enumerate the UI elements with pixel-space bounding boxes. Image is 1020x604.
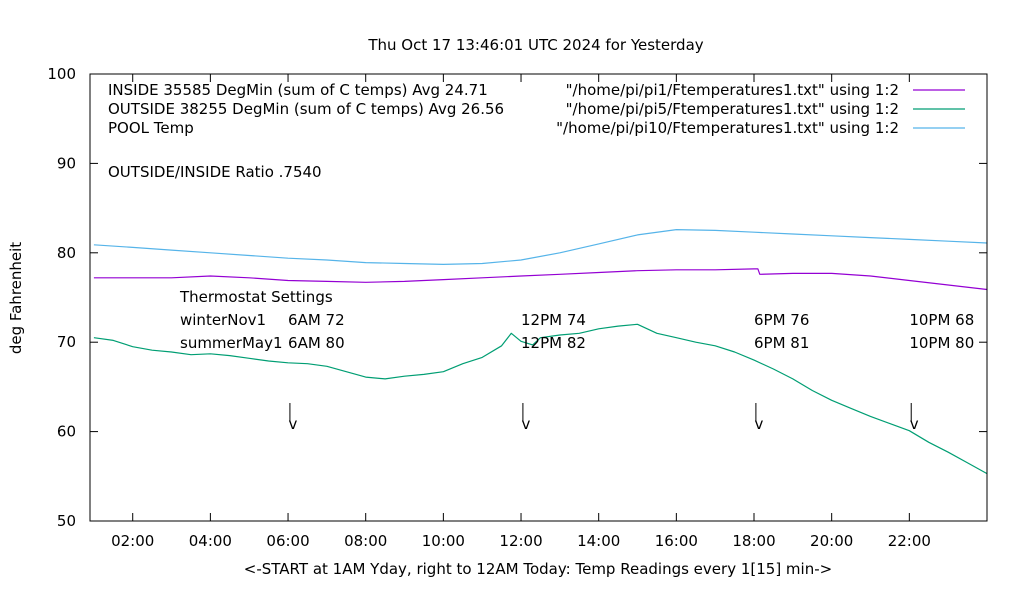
thermostat-setting: 6AM 72 bbox=[288, 311, 345, 329]
y-axis-label: deg Fahrenheit bbox=[7, 242, 25, 354]
ratio-annotation: OUTSIDE/INSIDE Ratio .7540 bbox=[108, 163, 322, 181]
arrow-marker: v bbox=[288, 415, 297, 433]
arrow-marker: v bbox=[521, 415, 530, 433]
legend-entry-name: OUTSIDE 38255 DegMin (sum of C temps) Av… bbox=[108, 100, 504, 118]
thermostat-setting: 10PM 80 bbox=[909, 334, 974, 352]
arrow-marker: v bbox=[910, 415, 919, 433]
y-tick-label: 60 bbox=[57, 423, 76, 441]
x-tick-label: 14:00 bbox=[577, 532, 620, 550]
legend-entry-source: "/home/pi/pi10/Ftemperatures1.txt" using… bbox=[556, 119, 899, 137]
x-tick-label: 04:00 bbox=[189, 532, 232, 550]
thermostat-title: Thermostat Settings bbox=[179, 288, 333, 306]
y-tick-label: 70 bbox=[57, 333, 76, 351]
x-tick-label: 22:00 bbox=[888, 532, 931, 550]
thermostat-setting: 6AM 80 bbox=[288, 334, 345, 352]
plot-frame bbox=[89, 73, 988, 522]
thermostat-setting: 12PM 82 bbox=[521, 334, 586, 352]
x-axis-label: <-START at 1AM Yday, right to 12AM Today… bbox=[244, 560, 832, 578]
y-tick-label: 90 bbox=[57, 154, 76, 172]
arrow-marker: v bbox=[754, 415, 763, 433]
thermostat-row-label: summerMay1 bbox=[180, 334, 283, 352]
y-tick-label: 50 bbox=[57, 512, 76, 530]
y-tick-label: 100 bbox=[47, 65, 76, 83]
legend-entry-name: POOL Temp bbox=[108, 119, 194, 137]
x-tick-label: 08:00 bbox=[344, 532, 387, 550]
series-line bbox=[93, 323, 988, 475]
x-tick-label: 10:00 bbox=[422, 532, 465, 550]
x-tick-label: 16:00 bbox=[655, 532, 698, 550]
x-tick-label: 12:00 bbox=[499, 532, 542, 550]
thermostat-row-label: winterNov1 bbox=[180, 311, 266, 329]
y-tick-label: 80 bbox=[57, 244, 76, 262]
thermostat-setting: 10PM 68 bbox=[909, 311, 974, 329]
series-line bbox=[93, 268, 988, 291]
legend: INSIDE 35585 DegMin (sum of C temps) Avg… bbox=[108, 81, 965, 137]
x-tick-label: 06:00 bbox=[266, 532, 309, 550]
chart-title: Thu Oct 17 13:46:01 UTC 2024 for Yesterd… bbox=[367, 36, 703, 54]
thermostat-setting: 12PM 74 bbox=[521, 311, 586, 329]
thermostat-setting: 6PM 81 bbox=[754, 334, 809, 352]
thermostat-setting: 6PM 76 bbox=[754, 311, 809, 329]
x-tick-label: 18:00 bbox=[732, 532, 775, 550]
legend-entry-source: "/home/pi/pi5/Ftemperatures1.txt" using … bbox=[566, 100, 899, 118]
x-tick-label: 20:00 bbox=[810, 532, 853, 550]
legend-entry-source: "/home/pi/pi1/Ftemperatures1.txt" using … bbox=[566, 81, 899, 99]
legend-entry-name: INSIDE 35585 DegMin (sum of C temps) Avg… bbox=[108, 81, 488, 99]
x-tick-label: 02:00 bbox=[111, 532, 154, 550]
series-line bbox=[93, 229, 988, 265]
